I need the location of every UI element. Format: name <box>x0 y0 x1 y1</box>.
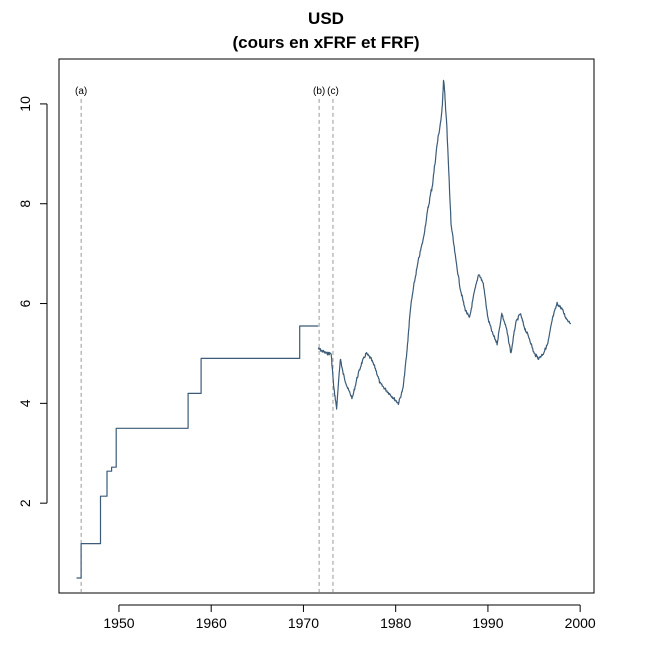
chart-title: USD <box>308 9 344 28</box>
x-tick-label: 2000 <box>565 615 596 631</box>
y-tick-label: 6 <box>17 299 33 307</box>
x-tick-label: 1980 <box>380 615 411 631</box>
x-axis: 1950 1960 1970 1980 1990 2000 <box>103 604 596 631</box>
annotation-label: (c) <box>327 86 339 97</box>
annotation-label: (a) <box>75 86 87 97</box>
x-tick-label: 1950 <box>103 615 134 631</box>
annotation-label: (b) <box>313 86 325 97</box>
series-layer <box>76 79 572 579</box>
x-tick-label: 1990 <box>472 615 503 631</box>
y-tick-label: 8 <box>17 200 33 208</box>
series-line <box>317 79 572 410</box>
y-tick-label: 2 <box>17 499 33 507</box>
y-axis: 2 4 6 8 10 <box>17 96 48 507</box>
annotation-layer: (a) (b) (c) <box>75 86 339 593</box>
series-line <box>76 325 319 579</box>
y-tick-label: 4 <box>17 399 33 407</box>
x-tick-label: 1960 <box>196 615 227 631</box>
plot-frame <box>58 58 595 594</box>
x-tick-label: 1970 <box>288 615 319 631</box>
chart-subtitle: (cours en xFRF et FRF) <box>232 33 419 52</box>
y-tick-label: 10 <box>17 96 33 112</box>
